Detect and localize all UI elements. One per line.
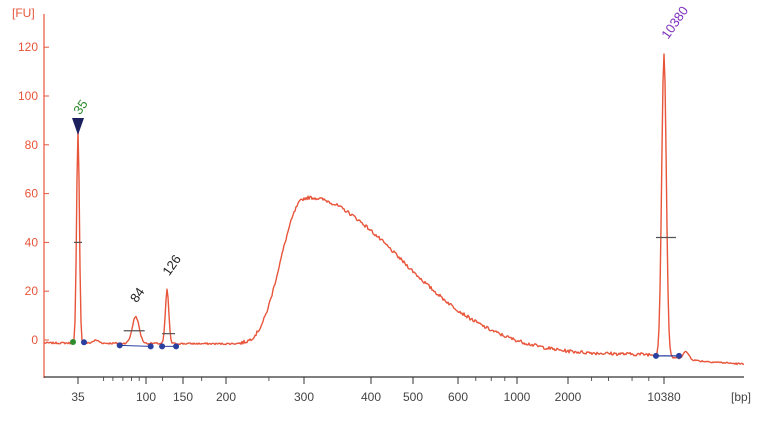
peak-label: 126 xyxy=(159,252,184,278)
y-tick-label: 20 xyxy=(25,284,39,298)
region-end-dot xyxy=(173,343,180,350)
y-tick-label: 80 xyxy=(25,138,39,152)
region-start-dot xyxy=(159,343,166,350)
y-tick-label: 60 xyxy=(25,187,39,201)
y-ticks: 0 20 40 60 80 100 120 xyxy=(18,40,49,347)
x-tick-label: 35 xyxy=(71,390,85,404)
y-tick-label: 100 xyxy=(18,89,38,103)
region-end-dot xyxy=(147,343,154,350)
x-tick-label: 10380 xyxy=(647,390,681,404)
y-tick-label: 40 xyxy=(25,235,39,249)
y-tick-label: 0 xyxy=(31,333,38,347)
x-tick-label: 150 xyxy=(173,390,193,404)
x-axis-unit-label: [bp] xyxy=(731,390,751,404)
peak-label: 35 xyxy=(70,97,91,117)
x-tick-label: 2000 xyxy=(555,390,582,404)
region-start-dot xyxy=(653,352,659,359)
peak-label: 10380 xyxy=(658,3,691,41)
peak-labels: 35 84 126 10380 xyxy=(70,3,691,305)
peak-label: 84 xyxy=(127,285,148,305)
lower-marker-triangle xyxy=(72,117,84,136)
x-tick-label: 1000 xyxy=(504,390,531,404)
peak-region-overlays xyxy=(70,117,682,359)
region-end-dot xyxy=(676,352,682,359)
y-axis-unit-label: [FU] xyxy=(12,6,35,20)
region-end-dot xyxy=(81,339,87,346)
peak-baseline xyxy=(119,344,151,347)
y-tick-label: 120 xyxy=(18,40,38,54)
x-tick-label: 100 xyxy=(136,390,156,404)
x-tick-label: 300 xyxy=(294,390,314,404)
x-tick-label: 500 xyxy=(403,390,423,404)
region-start-dot xyxy=(116,342,123,349)
x-tick-label: 200 xyxy=(216,390,236,404)
x-tick-label: 400 xyxy=(361,390,381,404)
region-start-dot xyxy=(70,338,76,345)
x-tick-label: 600 xyxy=(448,390,468,404)
x-ticks: 35 100 150 200 300 400 500 600 1000 2000 10380 xyxy=(71,377,681,404)
series-line xyxy=(43,53,745,366)
